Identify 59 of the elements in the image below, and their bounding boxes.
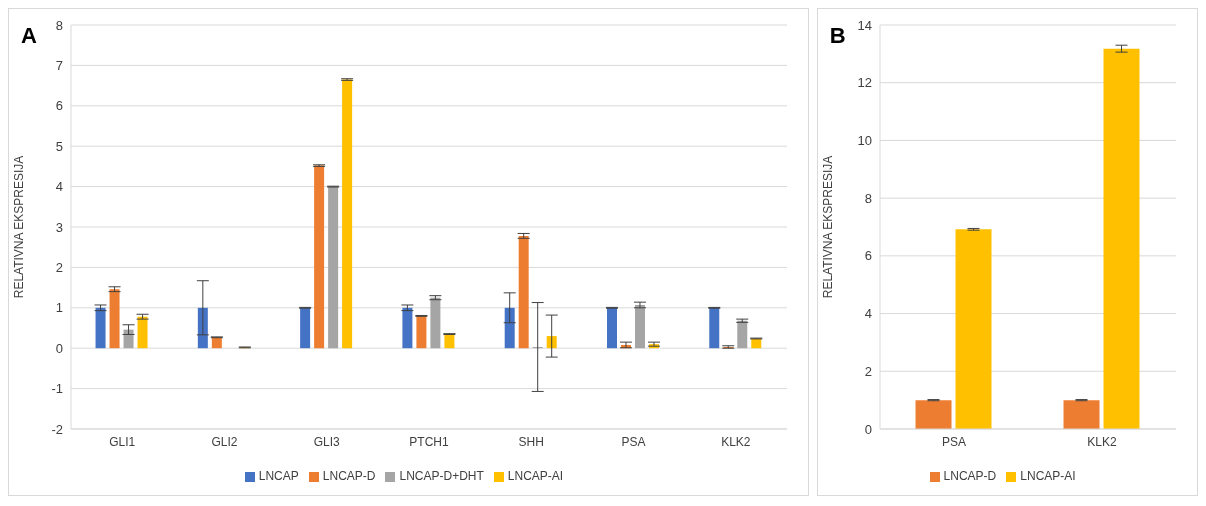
y-tick-label: 0 [55,340,63,356]
y-tick-label: 4 [864,306,872,322]
y-tick-label: 8 [55,17,63,33]
y-tick-label: 3 [55,219,63,235]
bar [430,297,441,349]
x-tick-label: GLI1 [109,434,136,449]
bar [518,235,529,349]
bar [328,186,339,349]
bar [444,334,455,349]
y-axis-title: RELATIVNA EKSPRESIJA [820,155,835,299]
bar [606,307,617,349]
y-tick-label: 1 [55,300,63,316]
text: B [829,23,846,49]
text: A [21,23,37,49]
y-tick-label: 5 [55,138,63,154]
x-tick-label: PTCH1 [409,434,449,449]
legend-label: LNCAP-D [943,469,997,483]
legend-label: LNCAP-D+DHT [399,469,484,483]
bar [634,304,645,349]
bar [314,165,325,349]
bar [416,315,427,349]
legend-label: LNCAP-AI [1020,469,1076,483]
y-tick-label: 10 [857,133,872,149]
y-tick-label: 14 [857,17,872,33]
legend-label: LNCAP-AI [507,469,564,483]
x-tick-label: GLI3 [313,434,341,449]
x-tick-label: SHH [518,434,544,449]
x-tick-label: PSA [941,434,966,449]
bar [137,316,148,349]
x-tick-label: KLK2 [1086,434,1117,449]
bar [95,307,106,349]
bar [300,307,311,349]
bar [915,400,952,429]
y-tick-label: 6 [55,98,63,114]
bar [1103,48,1140,429]
bar [402,307,413,349]
y-tick-label: 6 [864,248,872,264]
legend-label: LNCAP [258,469,299,483]
x-tick-label: PSA [621,434,646,449]
bar [1063,400,1100,429]
y-tick-label: 8 [864,190,872,206]
legend-label: LNCAP-D [322,469,376,483]
y-tick-label: 4 [55,179,63,195]
bar [955,229,992,429]
bar [504,307,515,349]
y-tick-label: 2 [864,363,872,379]
y-tick-label: 2 [55,260,63,276]
x-tick-label: KLK2 [721,434,751,449]
bar [342,79,353,349]
y-axis-title: RELATIVNA EKSPRESIJA [12,155,27,299]
y-tick-label: 0 [864,421,872,437]
x-tick-label: GLI2 [211,434,238,449]
y-tick-label: -1 [51,381,63,397]
bar [709,307,720,349]
y-tick-label: -2 [51,421,63,437]
bar [737,320,748,349]
bar [109,289,120,349]
y-tick-label: 12 [857,75,872,91]
y-tick-label: 7 [55,58,63,74]
